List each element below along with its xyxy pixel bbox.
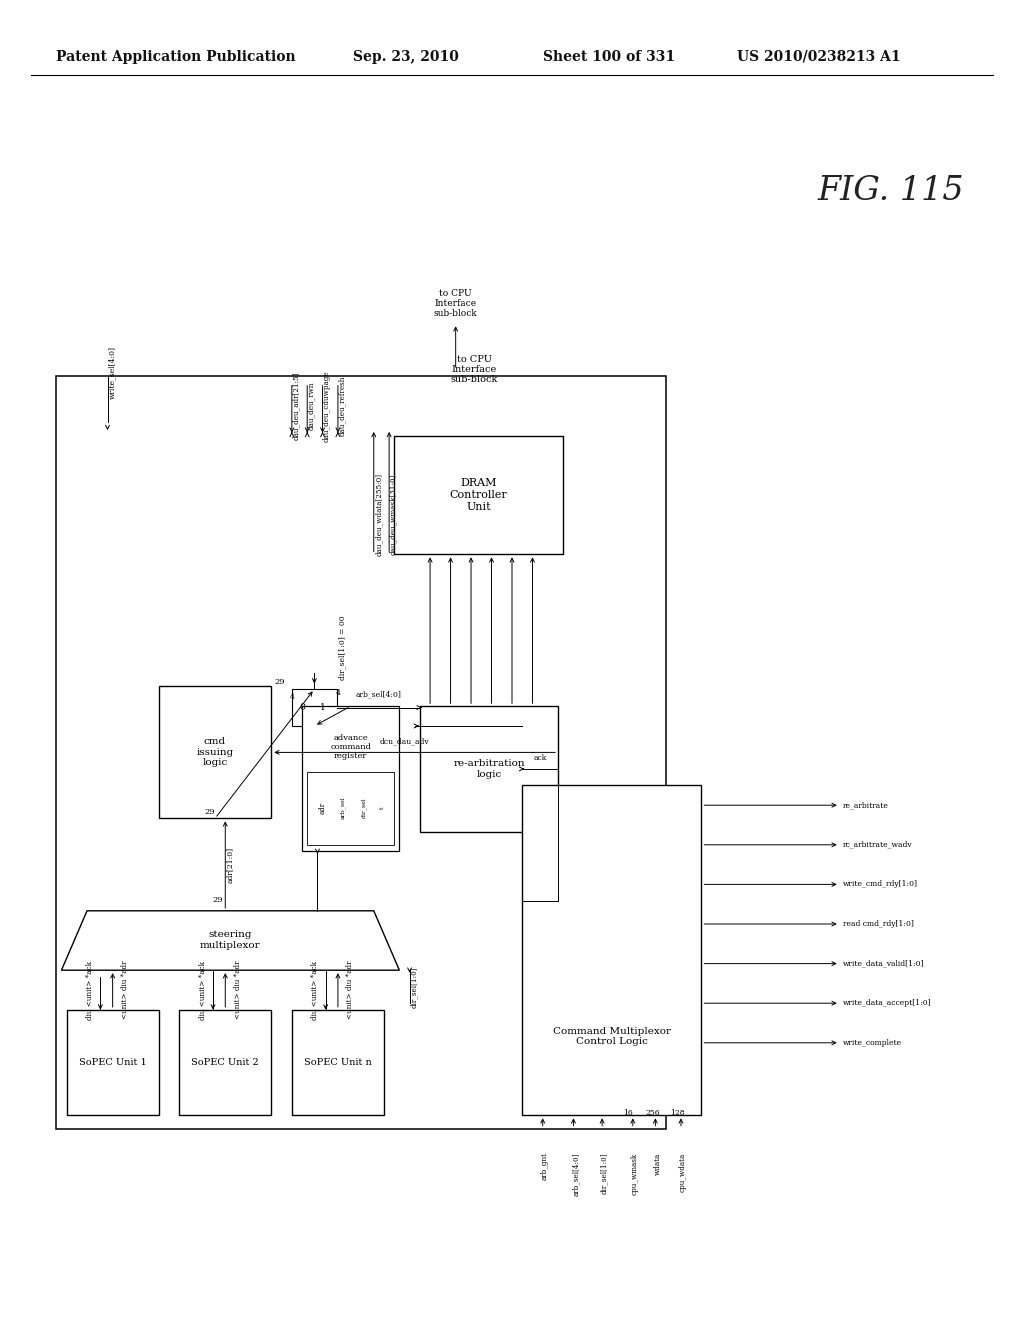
Bar <box>56 376 666 1129</box>
Text: dau_deu_refresh: dau_deu_refresh <box>338 376 346 436</box>
Text: re_arbitrate: re_arbitrate <box>843 801 889 809</box>
Text: 4: 4 <box>290 693 294 701</box>
Text: 29: 29 <box>274 678 285 686</box>
Bar <box>67 1010 159 1115</box>
Bar <box>292 1010 384 1115</box>
Bar <box>179 1010 271 1115</box>
Text: adr[21:0]: adr[21:0] <box>226 846 234 883</box>
Text: write_complete: write_complete <box>843 1039 902 1047</box>
Text: dcu_dau_adv: dcu_dau_adv <box>380 738 429 746</box>
Text: write_sel[4:0]: write_sel[4:0] <box>109 346 117 399</box>
Text: SoPEC Unit 1: SoPEC Unit 1 <box>79 1059 146 1067</box>
Text: write_data_accept[1:0]: write_data_accept[1:0] <box>843 999 932 1007</box>
Text: cpu_wdata: cpu_wdata <box>679 1152 687 1192</box>
Text: US 2010/0238213 A1: US 2010/0238213 A1 <box>737 50 901 63</box>
Text: arb_gnt: arb_gnt <box>541 1152 549 1180</box>
Text: re-arbitration
logic: re-arbitration logic <box>454 759 524 779</box>
Text: dau_deu_wmask[31:0]: dau_deu_wmask[31:0] <box>389 474 397 556</box>
Text: advance
command
register: advance command register <box>330 734 372 760</box>
Bar <box>292 689 337 726</box>
Text: 1: 1 <box>319 704 326 711</box>
Bar <box>159 686 271 818</box>
Polygon shape <box>61 911 399 970</box>
Text: diu <unit> *ack: diu <unit> *ack <box>311 961 319 1019</box>
Text: dau_deu_rwn: dau_deu_rwn <box>307 381 315 430</box>
Text: 29: 29 <box>213 896 223 904</box>
Bar <box>394 436 563 554</box>
Text: wdata: wdata <box>653 1152 662 1175</box>
Text: steering
multiplexor: steering multiplexor <box>200 931 261 949</box>
Text: dir_sel[1:0]: dir_sel[1:0] <box>410 966 418 1008</box>
Text: read cmd_rdy[1:0]: read cmd_rdy[1:0] <box>843 920 913 928</box>
Text: adr: adr <box>318 801 327 814</box>
Text: 29: 29 <box>205 808 215 816</box>
Text: DRAM
Controller
Unit: DRAM Controller Unit <box>450 478 508 512</box>
Text: dau_deu_wdata[255:0]: dau_deu_wdata[255:0] <box>375 474 383 556</box>
Text: ack: ack <box>534 754 547 763</box>
Text: rc_arbitrate_wadv: rc_arbitrate_wadv <box>843 841 912 849</box>
Bar <box>420 706 558 832</box>
Bar <box>307 772 394 845</box>
Text: to CPU
Interface
sub-block: to CPU Interface sub-block <box>451 355 498 384</box>
Text: cmd
issuing
logic: cmd issuing logic <box>197 738 233 767</box>
Text: arb_sel[4:0]: arb_sel[4:0] <box>571 1152 580 1196</box>
Text: dir_sel: dir_sel <box>360 797 367 818</box>
Text: <unit> diu *adr: <unit> diu *adr <box>121 961 129 1019</box>
Text: write_data_valid[1:0]: write_data_valid[1:0] <box>843 960 925 968</box>
Text: SoPEC Unit n: SoPEC Unit n <box>304 1059 372 1067</box>
Text: write_cmd_rdy[1:0]: write_cmd_rdy[1:0] <box>843 880 918 888</box>
Text: dau_deu_adr[21:5]: dau_deu_adr[21:5] <box>292 372 300 440</box>
Text: 128: 128 <box>671 1109 685 1117</box>
Text: dir_sel[1:0] = 00: dir_sel[1:0] = 00 <box>338 616 346 680</box>
Text: Patent Application Publication: Patent Application Publication <box>56 50 296 63</box>
Text: dau_deu_cduwpage: dau_deu_cduwpage <box>323 370 331 442</box>
Bar <box>302 706 399 851</box>
Text: 4: 4 <box>336 689 341 697</box>
Text: dir_sel[1:0]: dir_sel[1:0] <box>600 1152 608 1193</box>
Text: t: t <box>380 807 384 809</box>
Text: arb_sel: arb_sel <box>340 796 346 820</box>
Bar <box>522 785 701 1115</box>
Text: 16: 16 <box>623 1109 633 1117</box>
Text: FIG. 115: FIG. 115 <box>817 176 965 207</box>
Text: 0: 0 <box>299 704 305 711</box>
Text: to CPU
Interface
sub-block: to CPU Interface sub-block <box>434 289 477 318</box>
Text: <unit> diu *adr: <unit> diu *adr <box>346 961 354 1019</box>
Text: Sheet 100 of 331: Sheet 100 of 331 <box>543 50 675 63</box>
Text: diu <unit> *ack: diu <unit> *ack <box>199 961 207 1019</box>
Text: arb_sel[4:0]: arb_sel[4:0] <box>355 690 401 698</box>
Text: Sep. 23, 2010: Sep. 23, 2010 <box>353 50 459 63</box>
Text: SoPEC Unit 2: SoPEC Unit 2 <box>191 1059 259 1067</box>
Text: diu <unit> *ack: diu <unit> *ack <box>86 961 94 1019</box>
Text: 256: 256 <box>645 1109 659 1117</box>
Text: <unit> diu *adr: <unit> diu *adr <box>233 961 242 1019</box>
Text: Command Multiplexor
Control Logic: Command Multiplexor Control Logic <box>553 1027 671 1045</box>
Text: cpu_wmask: cpu_wmask <box>631 1152 639 1195</box>
